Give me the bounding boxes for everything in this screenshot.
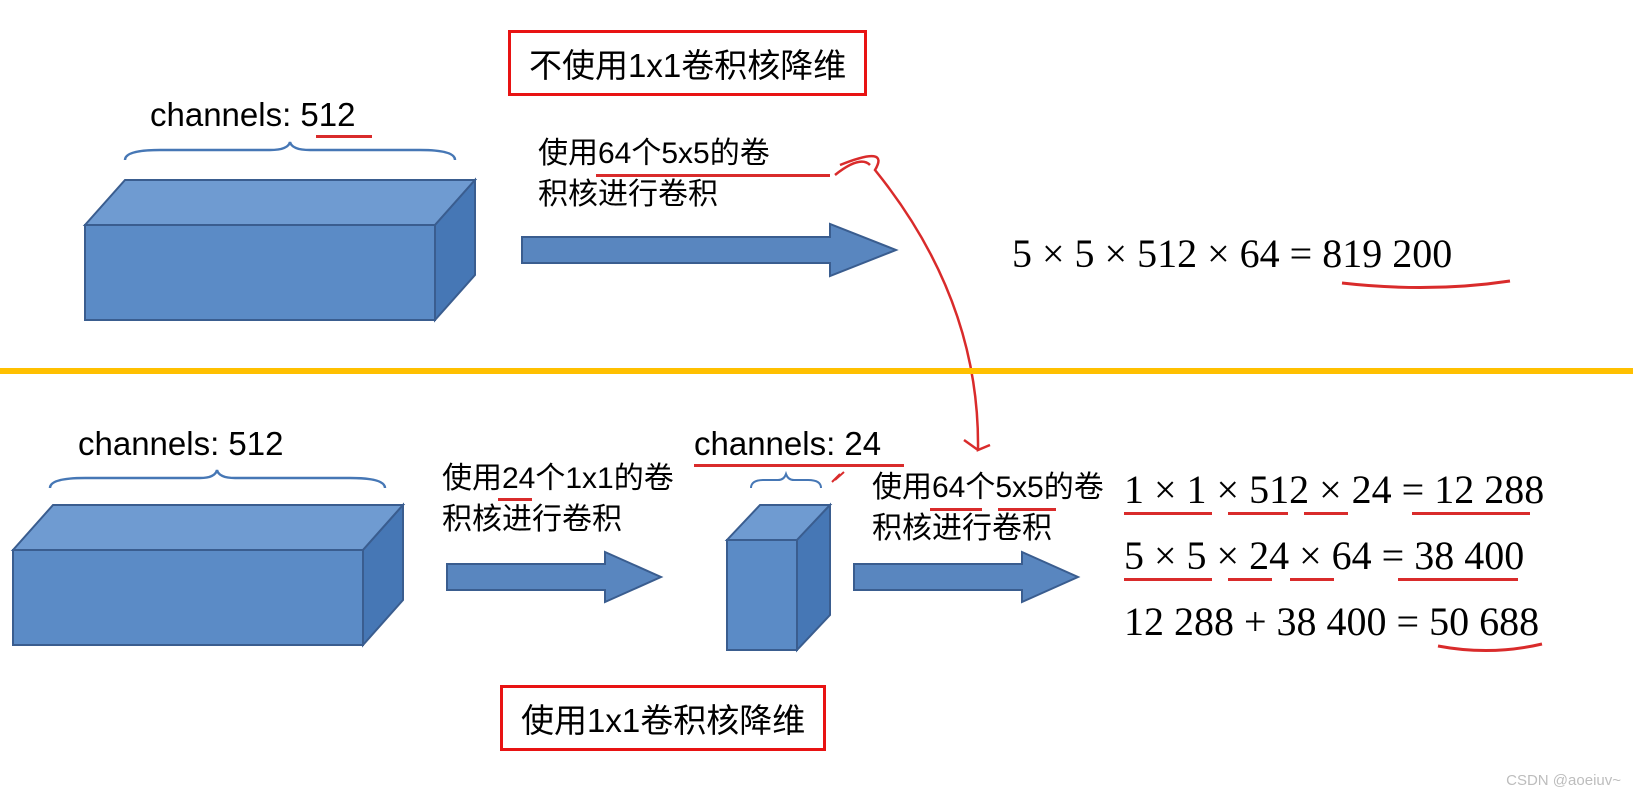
cuboid-small: [722, 500, 852, 660]
conv1-line2: 积核进行卷积: [442, 503, 622, 536]
underline-819200: [1340, 275, 1520, 295]
arrow-bottom-2: [852, 550, 1082, 608]
underline-24: [498, 498, 532, 501]
ul-38400: [1398, 578, 1518, 581]
conv2-text: 使用64个5x5的卷 积核进行卷积: [872, 468, 1104, 549]
equation-3: 12 288 + 38 400 = 50 688: [1124, 598, 1539, 645]
ul-24a: [1304, 512, 1348, 515]
underline-64-b: [930, 508, 982, 511]
equation-1: 1 × 1 × 512 × 24 = 12 288: [1124, 466, 1544, 513]
conv-text-top-line1: 使用64个5x5的卷: [538, 137, 770, 170]
title-bottom: 使用1x1卷积核降维: [500, 685, 826, 751]
underline-channels-24: [694, 464, 904, 467]
equation-top: 5 × 5 × 512 × 64 = 819 200: [1012, 230, 1452, 277]
underline-512-top: [316, 135, 372, 138]
conv1-text: 使用24个1x1的卷 积核进行卷积: [442, 459, 674, 540]
title-top: 不使用1x1卷积核降维: [508, 30, 867, 96]
red-tick: [830, 470, 850, 486]
brace-mid: [746, 472, 826, 494]
conv-text-top-line2: 积核进行卷积: [538, 178, 718, 211]
equation-2: 5 × 5 × 24 × 64 = 38 400: [1124, 532, 1524, 579]
channels-label-mid: channels: 24: [694, 425, 881, 463]
conv2-line2: 积核进行卷积: [872, 512, 1052, 545]
ul-1x1: [1124, 512, 1212, 515]
ul-24b: [1228, 578, 1272, 581]
channels-label-bottom-left: channels: 512: [78, 425, 284, 463]
divider: [0, 368, 1633, 374]
channels-label-top: channels: 512: [150, 96, 356, 134]
cuboid-top: [80, 175, 490, 335]
brace-bottom-left: [45, 468, 390, 494]
conv1-line1: 使用24个1x1的卷: [442, 462, 674, 495]
ul-50688: [1436, 640, 1546, 658]
underline-5x5-b: [998, 508, 1056, 511]
conv2-line1: 使用64个5x5的卷: [872, 471, 1104, 504]
brace-top: [120, 140, 460, 166]
ul-512: [1228, 512, 1288, 515]
ul-12288: [1412, 512, 1530, 515]
underline-conv-top: [596, 174, 830, 177]
ul-5x5: [1124, 578, 1212, 581]
watermark: CSDN @aoeiuv~: [1506, 772, 1621, 789]
ul-64: [1290, 578, 1334, 581]
arrow-bottom-1: [445, 550, 665, 608]
cuboid-bottom-left: [8, 500, 418, 660]
